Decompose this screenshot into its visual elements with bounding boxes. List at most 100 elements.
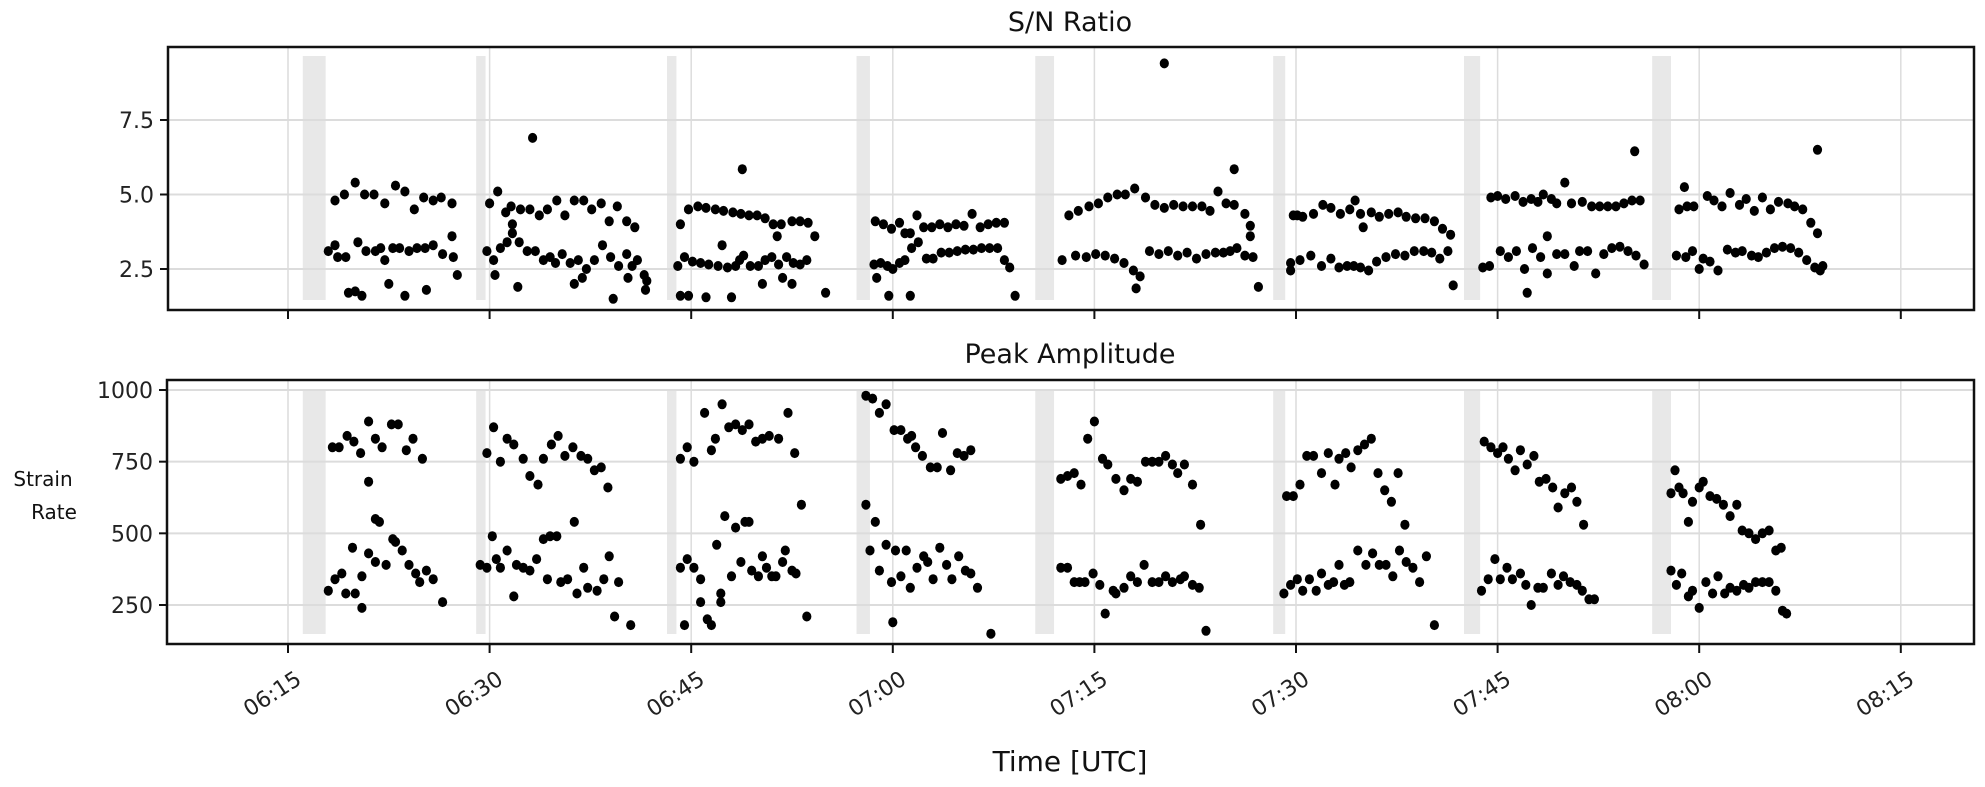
data-point <box>947 574 957 585</box>
data-point <box>713 261 723 271</box>
data-point <box>1304 574 1314 585</box>
data-point <box>552 195 562 206</box>
data-point <box>1091 249 1101 260</box>
data-point <box>675 562 686 573</box>
data-point <box>1286 265 1296 276</box>
data-point <box>716 588 726 599</box>
data-point <box>1757 577 1767 588</box>
data-point <box>907 430 917 441</box>
data-point <box>943 222 953 233</box>
data-point <box>1510 191 1520 201</box>
data-point <box>795 216 805 227</box>
data-point <box>1687 496 1698 507</box>
data-point <box>951 219 961 230</box>
data-point <box>1103 459 1113 470</box>
data-point <box>1191 253 1202 264</box>
data-point <box>700 407 710 418</box>
data-point <box>388 243 398 254</box>
data-point <box>1374 211 1384 222</box>
data-point <box>1603 201 1613 212</box>
data-point <box>968 244 979 255</box>
data-point <box>689 456 699 467</box>
data-point <box>502 237 512 248</box>
data-point <box>1713 265 1723 276</box>
y-tick-label: 1000 <box>97 379 153 404</box>
data-point <box>357 290 367 301</box>
data-point <box>1111 588 1121 599</box>
data-point <box>967 208 977 219</box>
data-point <box>579 562 589 573</box>
data-point <box>701 292 711 303</box>
data-point <box>572 588 582 599</box>
data-point <box>1419 246 1429 257</box>
data-point <box>1010 290 1020 301</box>
data-point <box>364 548 374 559</box>
data-point <box>1329 577 1339 588</box>
data-point <box>1393 468 1403 479</box>
data-point <box>1798 204 1808 215</box>
data-point <box>753 261 764 271</box>
data-point <box>865 545 875 556</box>
data-point <box>1619 198 1629 209</box>
data-point <box>1607 243 1617 254</box>
data-point <box>1502 562 1512 573</box>
data-point <box>1495 574 1505 585</box>
data-point <box>1302 450 1312 461</box>
data-point <box>778 557 788 567</box>
data-point <box>1194 582 1204 593</box>
data-point <box>1316 261 1327 271</box>
data-point <box>1635 195 1645 206</box>
data-point <box>369 189 379 200</box>
data-point <box>509 591 519 602</box>
data-point <box>428 240 438 251</box>
data-point <box>1355 208 1366 219</box>
data-point <box>569 195 579 206</box>
data-point <box>1140 456 1151 467</box>
data-point <box>530 246 540 257</box>
data-point <box>596 462 606 473</box>
data-point <box>1812 228 1823 239</box>
data-point <box>1111 473 1121 484</box>
data-point <box>1346 462 1356 473</box>
y-tick-label: 2.5 <box>119 258 154 283</box>
data-point <box>1529 450 1539 461</box>
data-point <box>886 577 897 588</box>
data-point <box>1722 244 1732 255</box>
data-point <box>790 448 800 459</box>
data-point <box>1744 582 1754 593</box>
data-point <box>1538 582 1548 593</box>
data-point <box>780 545 790 556</box>
data-point <box>1541 473 1551 484</box>
data-point <box>1522 459 1532 470</box>
data-point <box>960 244 971 255</box>
data-point <box>417 453 427 464</box>
data-point <box>1240 208 1250 219</box>
data-point <box>614 577 624 588</box>
data-point <box>1782 608 1792 619</box>
data-point <box>1583 246 1593 257</box>
data-point <box>900 255 910 266</box>
data-point <box>689 562 699 573</box>
data-point <box>884 290 894 301</box>
data-point <box>917 450 928 461</box>
data-point <box>1323 448 1333 459</box>
data-point <box>347 542 358 553</box>
data-point <box>448 252 458 263</box>
data-point <box>1119 582 1129 593</box>
data-point <box>412 243 422 254</box>
data-point <box>736 208 746 219</box>
data-point <box>1671 579 1681 590</box>
data-point <box>673 261 683 271</box>
x-tick-label: 06:15 <box>239 667 306 723</box>
data-point <box>1205 205 1215 216</box>
data-point <box>1761 247 1771 258</box>
data-point <box>896 425 906 436</box>
data-point <box>1159 58 1169 69</box>
x-tick-labels: 06:15 06:30 06:45 07:00 07:15 07:30 07:45 08:00… <box>239 667 1919 723</box>
scatter-points <box>323 390 1792 639</box>
data-point <box>364 476 374 487</box>
data-point <box>507 219 517 230</box>
data-point <box>896 571 906 582</box>
data-point <box>720 511 730 522</box>
data-point <box>1611 201 1621 212</box>
